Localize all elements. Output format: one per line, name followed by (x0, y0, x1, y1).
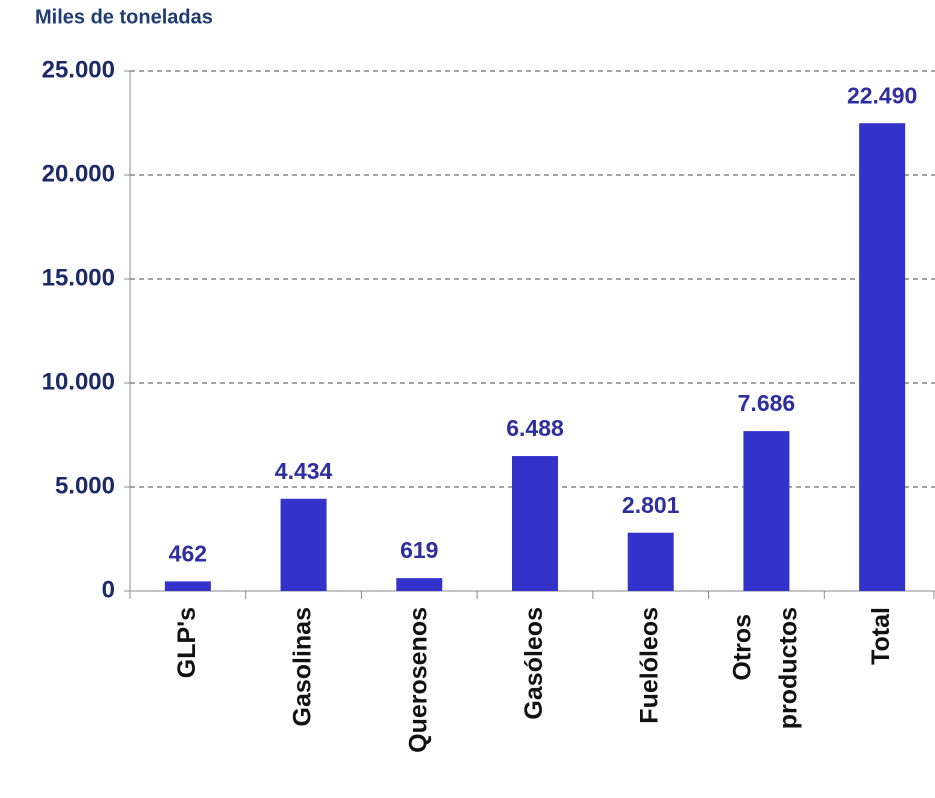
bar (743, 431, 790, 591)
value-label: 4.434 (275, 458, 333, 484)
value-label: 462 (169, 540, 207, 566)
x-tick-label: Querosenos (404, 607, 432, 753)
y-tick-label: 10.000 (42, 368, 115, 395)
bar (859, 123, 906, 591)
value-label: 619 (400, 537, 438, 563)
y-tick-label: 15.000 (42, 264, 115, 291)
x-tick-label: Gasóleos (520, 607, 548, 720)
bar (164, 581, 211, 591)
y-tick-label: 25.000 (42, 56, 115, 83)
x-tick-label: Total (867, 607, 895, 665)
value-label: 7.686 (738, 390, 796, 416)
y-tick-label: 5.000 (55, 472, 115, 499)
x-tick-label: Otros productos (728, 607, 802, 729)
value-label: 6.488 (506, 415, 564, 441)
y-tick-label: 0 (102, 576, 115, 603)
bar (396, 578, 443, 591)
value-label: 22.490 (847, 82, 917, 108)
x-tick-label: Fuelóleos (635, 607, 663, 724)
chart-title: Miles de toneladas (35, 6, 213, 28)
bar (627, 532, 674, 591)
bar (512, 456, 558, 591)
value-label: 2.801 (622, 492, 680, 518)
x-tick-label: Gasolinas (288, 607, 316, 727)
bar (280, 498, 327, 591)
x-tick-label: GLP's (172, 607, 200, 678)
y-tick-label: 20.000 (42, 160, 115, 187)
